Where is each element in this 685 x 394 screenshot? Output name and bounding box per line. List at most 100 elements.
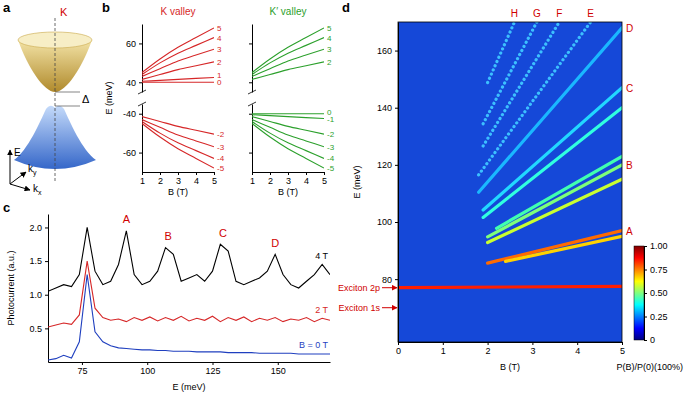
tick: 0: [644, 335, 655, 345]
tick-mark: [139, 82, 142, 83]
tick-label: 100: [140, 366, 155, 376]
axis-break: [248, 90, 256, 94]
colorbar: [634, 246, 644, 340]
level-line: [142, 82, 214, 83]
resonance-line: [398, 286, 622, 287]
tick-mark: [45, 295, 48, 296]
tick: 1: [441, 342, 446, 356]
tick-mark: [644, 317, 647, 318]
level-label: -5: [327, 164, 335, 173]
axis-title: B (T): [500, 362, 520, 372]
tick: 125: [205, 362, 220, 376]
series-group: [142, 117, 214, 168]
tick-mark: [196, 172, 197, 175]
tick: 150: [271, 362, 286, 376]
tick: 5: [212, 172, 217, 186]
tick-label: 1: [140, 176, 145, 186]
tick: 0.50: [644, 288, 668, 298]
axis: 012345: [396, 342, 625, 356]
resonance-line: [483, 22, 537, 124]
tick-mark: [395, 165, 398, 166]
tick-label: 75: [77, 366, 87, 376]
axis-title: Photocurrent (a.u.): [6, 250, 16, 325]
level-label: -1: [327, 115, 335, 124]
level-line: [252, 28, 324, 73]
subplot-title: K valley: [160, 6, 195, 17]
tick-label: 2: [158, 176, 163, 186]
tick: 120: [377, 160, 398, 170]
tick-label: -60: [123, 148, 136, 158]
peak-label: A: [123, 213, 131, 225]
axis-title: kx: [33, 183, 42, 196]
resonance-line: [488, 22, 515, 83]
tick-label: 1: [250, 176, 255, 186]
tick-label: 1.0: [29, 290, 42, 300]
tick: -60: [123, 148, 142, 158]
resonance-line: [488, 165, 622, 237]
axis-title: E (meV): [352, 165, 362, 198]
axis-title: E: [14, 147, 21, 158]
level-line: [252, 113, 324, 114]
tick-label: 1.00: [650, 241, 668, 251]
axis: 12345: [250, 172, 327, 186]
tick-mark: [288, 172, 289, 175]
axis-title: E (meV): [172, 382, 205, 392]
tick-mark: [45, 261, 48, 262]
tick-label: 5: [322, 176, 327, 186]
panel-label: c: [3, 200, 10, 215]
tick: 40: [126, 78, 142, 88]
tick-label: 4: [304, 176, 309, 186]
tick-mark: [644, 270, 647, 271]
tick-mark: [45, 328, 48, 329]
tick-mark: [214, 172, 215, 175]
axis: 0.5 1.0 1.5 2.0: [29, 215, 48, 363]
tick: 1: [140, 172, 145, 186]
level-line: [142, 62, 214, 79]
tick-mark: [139, 43, 142, 44]
tick-label: 0.25: [650, 312, 668, 322]
level-line: [142, 28, 214, 73]
spectrum-line: [48, 227, 330, 291]
series-group: [252, 28, 324, 79]
tick-label: 140: [377, 103, 392, 113]
tick-label: 0: [650, 335, 655, 345]
plot: ABCDEFGH01234580100120140160Exciton 2pEx…: [338, 8, 683, 372]
series-label: H: [511, 8, 518, 19]
series-group: [48, 227, 330, 360]
tick-label: 0.5: [29, 324, 42, 334]
tick: 4: [575, 342, 580, 356]
tick: 2: [158, 172, 163, 186]
tick-label: 40: [126, 78, 136, 88]
tick-mark: [644, 340, 647, 341]
tick: 2.0: [29, 223, 48, 233]
panel-label: d: [342, 0, 350, 15]
series-label: C: [626, 83, 633, 94]
tick-mark: [443, 342, 444, 345]
tick-mark: [249, 153, 252, 154]
tick-label: 60: [126, 39, 136, 49]
peak-label: B: [164, 230, 171, 242]
tick-label: 100: [377, 217, 392, 227]
gap-line: [55, 92, 80, 93]
series-group: [252, 114, 324, 168]
resonance-line: [488, 231, 622, 264]
tick-label: -40: [123, 109, 136, 119]
tick: 1.5: [29, 256, 48, 266]
tick-label: 1.5: [29, 256, 42, 266]
tick-mark: [324, 172, 325, 175]
series-label: 4 T: [315, 251, 328, 261]
peak-label: D: [271, 237, 279, 249]
tick: 2: [486, 342, 491, 356]
series-label: E: [587, 8, 594, 19]
axis-line: [49, 362, 331, 363]
tick-label: 3: [286, 176, 291, 186]
tick-mark: [147, 362, 148, 365]
axis: -60 -40: [123, 105, 143, 173]
tick: 4: [194, 172, 199, 186]
annotation: Exciton 1s: [338, 303, 380, 313]
axis: 00.250.500.751.00: [644, 241, 668, 345]
tick: 3: [176, 172, 181, 186]
tick-mark: [139, 114, 142, 115]
axis: 80100120140160: [377, 23, 399, 343]
level-label: -2: [217, 130, 225, 139]
